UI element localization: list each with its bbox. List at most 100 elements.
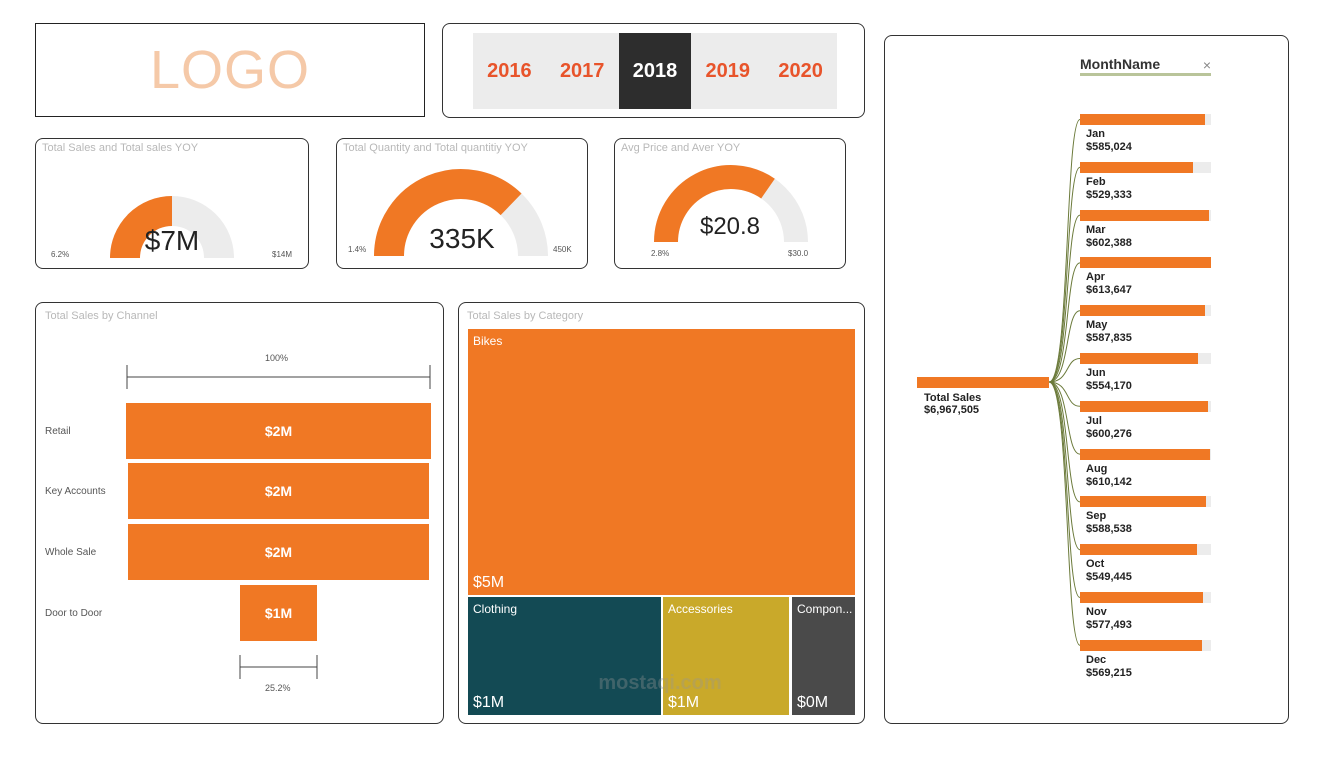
gauge-fill	[374, 169, 522, 257]
funnel-bar[interactable]: $2M	[128, 524, 429, 580]
month-name: Apr	[1086, 271, 1105, 284]
gauge-avg-price[interactable]: Avg Price and Aver YOY $20.8 2.8% $30.0	[614, 138, 846, 269]
month-bar-track[interactable]	[1080, 353, 1211, 364]
decomp-link	[1048, 381, 1081, 646]
month-name: Feb	[1086, 175, 1106, 188]
month-bar[interactable]	[1080, 592, 1204, 603]
tile-name: Accessories	[668, 602, 733, 616]
decomposition-tree[interactable]: MonthName × Total Sales $6,967,505 Jan $5…	[884, 35, 1289, 724]
month-bar[interactable]	[1080, 448, 1211, 460]
decomp-link	[1048, 262, 1081, 383]
funnel-bar[interactable]: $2M	[126, 403, 431, 459]
gauge-title: Avg Price and Aver YOY	[621, 142, 741, 154]
gauge-total-quantity[interactable]: Total Quantity and Total quantitiy YOY 3…	[336, 138, 588, 269]
gauge-fill	[110, 196, 173, 259]
decomp-link	[1048, 310, 1081, 383]
treemap-tile-bikes[interactable]: Bikes $5M	[468, 329, 855, 595]
month-bar-track[interactable]	[1080, 544, 1211, 556]
gauge-min-label: 2.8%	[651, 249, 670, 258]
month-bar-track[interactable]	[1080, 209, 1211, 221]
month-value: $577,493	[1086, 619, 1132, 631]
gauge-svg	[654, 165, 808, 243]
decomp-root-label: Total Sales $6,967,505	[924, 392, 981, 416]
month-bar-track[interactable]	[1080, 161, 1211, 173]
month-bar[interactable]	[1080, 161, 1193, 173]
gauge-svg	[374, 169, 548, 257]
treemap-title: Total Sales by Category	[467, 310, 584, 322]
decomp-root-bar[interactable]	[917, 377, 1049, 388]
decomp-root-name: Total Sales	[924, 392, 982, 404]
decomp-header-label: MonthName	[1080, 56, 1161, 72]
gauge-max-label: 450K	[553, 245, 572, 254]
treemap-tile-components[interactable]: Compon... $0M	[792, 597, 855, 715]
month-name: Jan	[1086, 128, 1105, 140]
month-value: $600,276	[1086, 427, 1132, 440]
funnel-row-label: Whole Sale	[45, 547, 97, 558]
funnel-row-label: Key Accounts	[45, 486, 106, 497]
month-bar-track[interactable]	[1080, 592, 1211, 603]
month-bar[interactable]	[1080, 400, 1209, 412]
tile-value: $5M	[473, 574, 505, 591]
month-bar-track[interactable]	[1080, 114, 1211, 125]
month-name: Oct	[1086, 558, 1105, 571]
decomp-level-header[interactable]: MonthName ×	[1080, 56, 1211, 76]
funnel-bar[interactable]: $2M	[127, 463, 430, 519]
decomp-link	[1048, 166, 1081, 383]
gauge-min-label: 6.2%	[51, 250, 70, 259]
month-bar-track[interactable]	[1080, 305, 1211, 317]
month-bar[interactable]	[1080, 639, 1202, 651]
close-icon[interactable]: ×	[1202, 57, 1211, 73]
tile-value: $1M	[473, 694, 505, 711]
month-value: $549,445	[1086, 571, 1132, 584]
gauge-total-sales[interactable]: Total Sales and Total sales YOY $7M 6.2%…	[35, 138, 309, 269]
month-value: $610,142	[1086, 475, 1132, 488]
month-bar[interactable]	[1080, 209, 1209, 221]
month-bar[interactable]	[1080, 496, 1206, 508]
month-bar-track[interactable]	[1080, 257, 1211, 269]
month-name: Jun	[1086, 367, 1106, 379]
year-2019-button[interactable]: 2019	[705, 59, 751, 82]
gauge-value: $20.8	[699, 213, 761, 240]
month-bar[interactable]	[1080, 353, 1199, 364]
year-2017-button[interactable]: 2017	[559, 59, 605, 82]
tile-value: $1M	[668, 694, 700, 711]
gauge-title: Total Quantity and Total quantitiy YOY	[343, 142, 528, 154]
month-bar[interactable]	[1080, 257, 1211, 269]
decomp-link	[1048, 381, 1081, 551]
funnel-bottom-pct: 25.2%	[265, 683, 291, 693]
treemap-chart[interactable]: Total Sales by Category Bikes $5M Clothi…	[458, 302, 865, 724]
gauge-svg	[110, 196, 234, 259]
month-bar-track[interactable]	[1080, 448, 1211, 460]
month-bar[interactable]	[1080, 305, 1206, 317]
gauge-value: $7M	[144, 225, 200, 256]
year-2018-button[interactable]: 2018	[618, 33, 692, 109]
month-value: $588,538	[1086, 523, 1132, 536]
year-2020-button[interactable]: 2020	[778, 59, 823, 82]
decomp-root-value: $6,967,505	[924, 404, 980, 416]
month-name: Nov	[1086, 606, 1107, 618]
decomp-link	[1048, 381, 1081, 455]
year-slicer: 2016 2017 2018 2019 2020	[442, 23, 865, 118]
month-bar-track[interactable]	[1080, 400, 1211, 412]
month-value: $569,215	[1086, 666, 1132, 679]
month-bar[interactable]	[1080, 114, 1205, 125]
gauge-min-label: 1.4%	[348, 245, 367, 254]
funnel-chart[interactable]: Total Sales by Channel 100% Retail $2M K…	[35, 302, 444, 724]
year-strip: 2016 2017 2018 2019 2020	[473, 33, 837, 109]
month-name: Aug	[1086, 462, 1108, 475]
tile-name: Compon...	[797, 602, 853, 616]
funnel-row-label: Door to Door	[45, 608, 103, 619]
gauge-value: 335K	[429, 223, 495, 254]
gauge-title: Total Sales and Total sales YOY	[42, 142, 199, 154]
treemap-tile-clothing[interactable]: Clothing $1M	[468, 597, 661, 715]
tile-value: $0M	[797, 694, 829, 711]
month-bar-track[interactable]	[1080, 496, 1211, 508]
month-bar-track[interactable]	[1080, 639, 1211, 651]
year-2016-button[interactable]: 2016	[487, 59, 532, 82]
treemap-tile-accessories[interactable]: Accessories $1M	[663, 597, 789, 715]
decomp-link	[1048, 119, 1081, 383]
month-name: Mar	[1086, 223, 1106, 236]
funnel-bar[interactable]: $1M	[240, 585, 317, 641]
month-bar[interactable]	[1080, 544, 1198, 556]
decomp-link	[1048, 381, 1081, 598]
